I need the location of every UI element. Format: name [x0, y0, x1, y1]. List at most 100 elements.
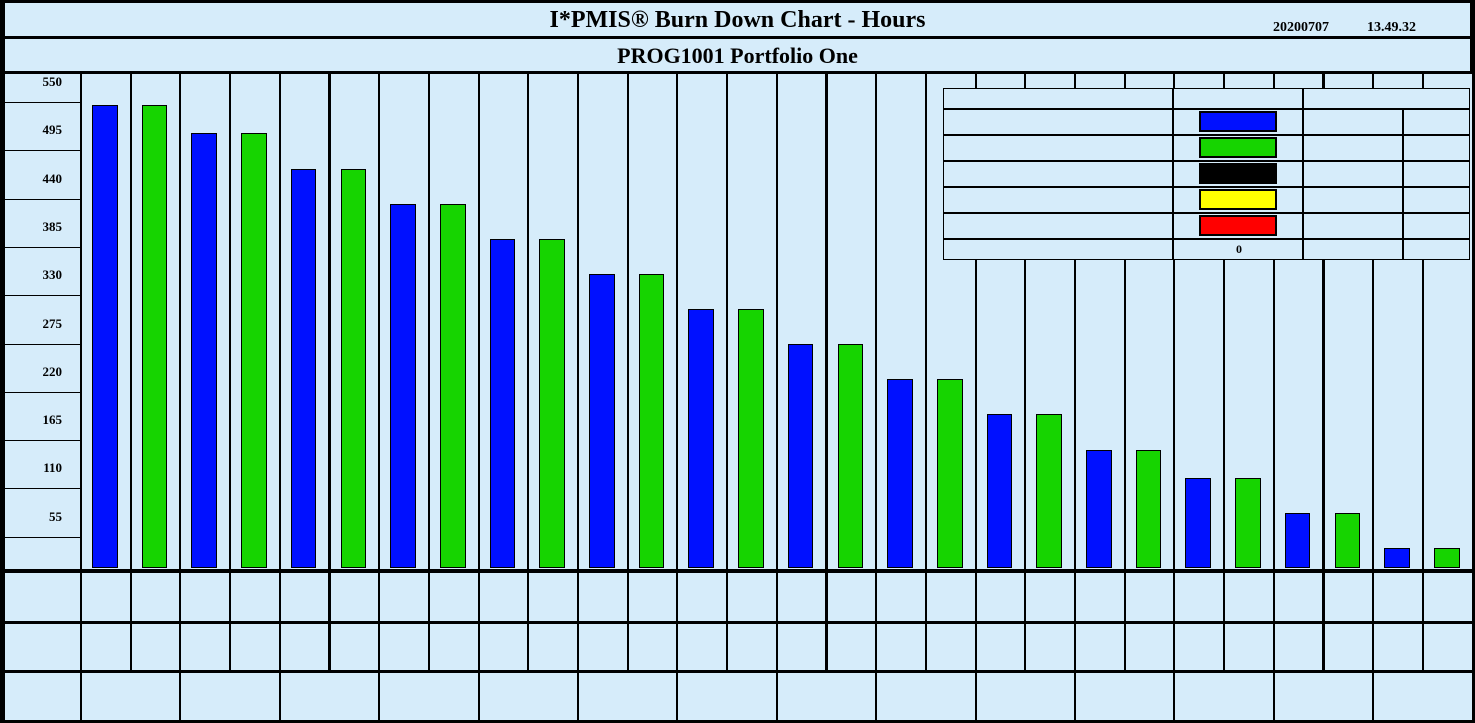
- forecast-bar: [837, 344, 864, 568]
- actuals-label-cell: [5, 624, 80, 670]
- actuals-cell: [131, 624, 180, 670]
- actuals-cell: [728, 624, 776, 670]
- hours-cell: [1175, 573, 1224, 621]
- forecast-bar: [738, 309, 764, 568]
- hours-cell: [777, 573, 826, 621]
- y-tick-value: 330: [42, 267, 63, 283]
- legend-item-label: [943, 239, 1173, 260]
- actuals-cell: [231, 624, 279, 670]
- date-row-blank: [5, 673, 80, 720]
- y-tick-value: 495: [42, 122, 63, 138]
- period-cell: [678, 673, 776, 720]
- hours-cell: [429, 573, 478, 621]
- plan-bar: [1384, 547, 1410, 568]
- y-tick-value: 550: [42, 74, 63, 89]
- y-gridline: [5, 246, 80, 248]
- hours-cell: [628, 573, 677, 621]
- period-cell: [1374, 673, 1472, 720]
- legend-total-value: [1403, 161, 1470, 187]
- plan-bar: [887, 379, 913, 568]
- forecast-bar: [241, 133, 267, 568]
- y-tick-value: 440: [42, 170, 63, 186]
- report-date: 20200707: [1273, 20, 1329, 35]
- hours-cell: [678, 573, 727, 621]
- forecast-bar: [1036, 414, 1062, 568]
- hours-cell: [1274, 573, 1323, 621]
- hours-cell: [827, 573, 876, 621]
- legend-total-label: [1303, 161, 1403, 187]
- legend-color-header: [1173, 88, 1303, 109]
- y-tick-label: 165: [0, 412, 80, 427]
- plan-bar: [390, 203, 416, 568]
- actuals-cell: [1423, 624, 1472, 670]
- period-cell: [479, 673, 577, 720]
- actuals-cell: [280, 624, 329, 670]
- period-cell: [181, 673, 279, 720]
- period-cell: [280, 673, 379, 720]
- forecast-bar: [439, 203, 466, 568]
- legend-total-label: [1303, 109, 1403, 135]
- y-gridline: [5, 150, 80, 152]
- legend-item-label: [943, 161, 1173, 187]
- hours-cell: [1026, 573, 1074, 621]
- actuals-cell: [181, 624, 230, 670]
- period-cell: [82, 673, 180, 720]
- y-gridline: [5, 343, 80, 345]
- actuals-cell: [330, 624, 379, 670]
- y-tick-label: 110: [0, 460, 80, 476]
- hours-cell: [231, 573, 279, 621]
- period-cell: [1175, 673, 1273, 720]
- legend-header: [943, 88, 1173, 109]
- plan-bar: [986, 414, 1013, 568]
- y-gridline: [5, 295, 80, 297]
- forecast-bar: [1334, 512, 1361, 568]
- hours-cell: [280, 573, 329, 621]
- actuals-cell: [877, 624, 925, 670]
- actuals-cell: [628, 624, 677, 670]
- y-axis-panel: [5, 74, 80, 569]
- legend-total-label: [1303, 213, 1403, 239]
- hours-cell: [330, 573, 379, 621]
- y-tick-value: 110: [43, 460, 62, 476]
- actuals-cell: [1374, 624, 1422, 670]
- y-gridline: [5, 536, 80, 538]
- actuals-cell: [827, 624, 876, 670]
- period-cell: [976, 673, 1074, 720]
- hours-cell: [1076, 573, 1124, 621]
- actuals-cell: [1076, 624, 1124, 670]
- hours-cell: [380, 573, 428, 621]
- y-gridline: [5, 488, 80, 490]
- subtitle-bar: PROG1001 Portfolio One: [5, 39, 1470, 71]
- period-cell: [1076, 673, 1174, 720]
- period-cell: [877, 673, 975, 720]
- y-tick-label: 550: [0, 74, 80, 89]
- period-cell: [1274, 673, 1373, 720]
- legend-swatch: [1199, 137, 1277, 158]
- legend-total-value: [1403, 109, 1470, 135]
- actuals-cell: [1274, 624, 1323, 670]
- legend-color-cell: 0: [1173, 239, 1303, 260]
- plan-bar: [92, 105, 118, 568]
- plan-bar: [191, 133, 218, 568]
- period-cell: [777, 673, 876, 720]
- legend-swatch: [1199, 215, 1277, 236]
- actuals-cell: [1225, 624, 1273, 670]
- legend-swatch: [1199, 189, 1277, 210]
- hours-cell: [728, 573, 776, 621]
- hours-cell: [1324, 573, 1373, 621]
- chart-title: I*PMIS® Burn Down Chart - Hours: [549, 7, 926, 33]
- plan-bar: [1185, 477, 1212, 568]
- forecast-bar: [141, 105, 168, 568]
- hours-cell: [1423, 573, 1472, 621]
- period-cell: [579, 673, 677, 720]
- actuals-cell: [976, 624, 1025, 670]
- legend-swatch: [1199, 163, 1277, 184]
- actuals-cell: [82, 624, 130, 670]
- plan-bar: [589, 273, 615, 568]
- y-gridline: [5, 391, 80, 393]
- title-bar: I*PMIS® Burn Down Chart - Hours 20200707…: [5, 3, 1470, 36]
- actuals-cell: [429, 624, 478, 670]
- forecast-bar: [638, 273, 665, 568]
- hours-cell: [131, 573, 180, 621]
